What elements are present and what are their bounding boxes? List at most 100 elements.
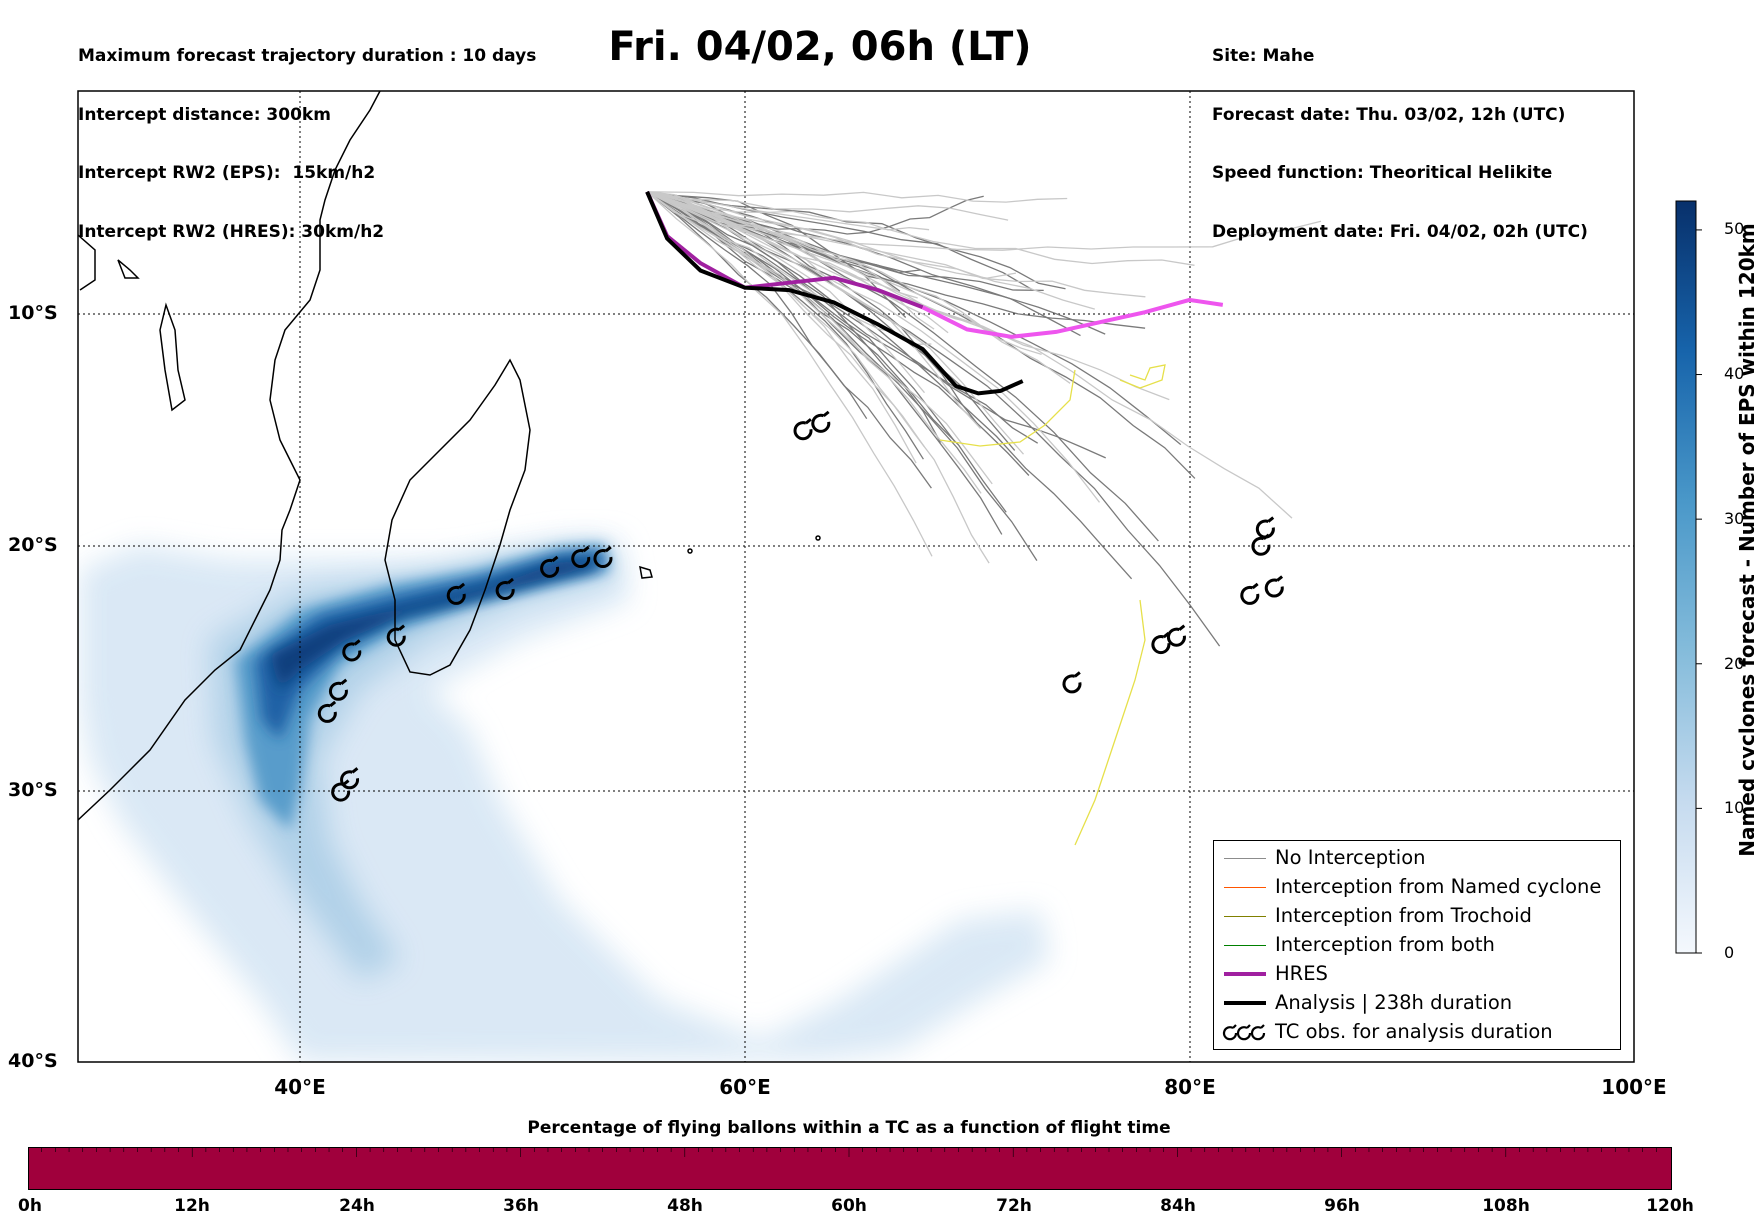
- tc-obs-symbol: [317, 700, 337, 723]
- hres-trajectory-tail: [921, 297, 1224, 339]
- ensemble-trajectory: [646, 191, 932, 489]
- tc-observations: [317, 410, 1284, 802]
- flight-bar-tick: 60h: [831, 1196, 867, 1216]
- lon-label: 40°E: [274, 1075, 326, 1099]
- legend-swatch: [1224, 1001, 1266, 1005]
- colorbar-tick: 40: [1724, 364, 1745, 383]
- legend-label: No Interception: [1275, 846, 1426, 869]
- colorbar-tick: 10: [1724, 798, 1745, 817]
- lon-label: 80°E: [1164, 1075, 1216, 1099]
- tc-obs-symbol: [1166, 624, 1186, 647]
- ensemble-trajectory: [646, 191, 981, 429]
- ensemble-trajectory: [646, 191, 1195, 266]
- tc-obs-symbol: [1151, 631, 1171, 655]
- header-line: Speed function: Theoritical Helikite: [1212, 163, 1553, 183]
- tc-obs-symbol: [331, 779, 351, 802]
- flight-bar-tick: 96h: [1324, 1196, 1360, 1216]
- lat-label: 40°S: [8, 1050, 58, 1072]
- tc-obs-symbol: [1251, 533, 1271, 556]
- ensemble-trajectory: [646, 191, 1009, 221]
- tc-obs-symbol: [571, 545, 591, 569]
- legend-item: HRES: [1214, 962, 1614, 990]
- ensemble-trajectory: [646, 191, 986, 330]
- header-line: Intercept distance: 300km: [78, 104, 331, 125]
- ensemble-trajectory: [646, 191, 1024, 455]
- legend-label: Analysis | 238h duration: [1275, 991, 1513, 1014]
- header-line: Site: Mahe: [1212, 46, 1315, 66]
- ensemble-trajectory: [646, 191, 993, 485]
- header-line: Forecast date: Thu. 03/02, 12h (UTC): [1212, 104, 1566, 125]
- flight-bar-tick: 108h: [1482, 1196, 1530, 1216]
- eps-density-field: [80, 540, 1050, 1062]
- tc-obs-symbol: [793, 418, 813, 441]
- ensemble-trajectory: [646, 191, 930, 231]
- legend-item: TC obs. for analysis duration: [1214, 1020, 1614, 1048]
- header-left-info: Maximum forecast trajectory duration : 1…: [78, 8, 536, 262]
- flight-bar-tick: 84h: [1160, 1196, 1196, 1216]
- header-right-info: Site: Mahe Forecast date: Thu. 03/02, 12…: [1212, 8, 1588, 262]
- legend-item: Interception from Named cyclone: [1214, 875, 1614, 903]
- legend-item: Analysis | 238h duration: [1214, 991, 1614, 1019]
- ensemble-trajectory: [646, 191, 925, 448]
- ensemble-trajectory: [646, 191, 1038, 561]
- ensemble-trajectory: [646, 191, 1066, 290]
- lat-label: 30°S: [8, 779, 58, 801]
- eps-trajectories: [646, 191, 1322, 647]
- tc-obs-symbol: [540, 555, 560, 578]
- colorbar-tick: 50: [1724, 219, 1745, 238]
- tc-obs-symbol: [593, 545, 613, 569]
- ensemble-trajectory: [646, 191, 1322, 251]
- colorbar-tick: 20: [1724, 654, 1745, 673]
- tc-obs-symbol: [1240, 582, 1260, 605]
- ensemble-trajectory: [647, 191, 1068, 203]
- flight-bar-tick: 48h: [667, 1196, 703, 1216]
- cyclone-symbol-icon: [1222, 1024, 1266, 1041]
- tc-obs-symbol: [1062, 671, 1082, 694]
- colorbar-tick: 0: [1724, 943, 1735, 962]
- ensemble-trajectory: [646, 191, 1003, 535]
- ensemble-trajectory: [646, 191, 933, 557]
- map-frame: [77, 90, 1635, 1063]
- yellow-trajectory: [939, 364, 1166, 846]
- legend-swatch: [1224, 972, 1266, 976]
- ensemble-trajectory: [646, 191, 1095, 310]
- legend-label: HRES: [1275, 962, 1328, 985]
- flight-bar-tick: 12h: [174, 1196, 210, 1216]
- analysis-trajectory: [645, 191, 1024, 396]
- ensemble-trajectory: [646, 191, 1196, 479]
- flight-bar-tick: 0h: [18, 1196, 42, 1216]
- legend: No Interception Interception from Named …: [1213, 840, 1621, 1050]
- tc-obs-symbol: [1255, 516, 1275, 539]
- tc-obs-symbol: [446, 582, 466, 605]
- flight-bar-tick: 24h: [339, 1196, 375, 1216]
- tc-obs-symbol: [1264, 575, 1284, 598]
- tc-obs-symbol: [811, 410, 831, 433]
- legend-label: Interception from both: [1275, 933, 1495, 956]
- legend-swatch: [1224, 887, 1266, 888]
- ensemble-trajectory: [646, 191, 1293, 519]
- lon-label: 100°E: [1601, 1075, 1667, 1099]
- legend-label: Interception from Named cyclone: [1275, 875, 1602, 898]
- legend-item: Interception from both: [1214, 933, 1614, 961]
- flight-bar-tick: 72h: [996, 1196, 1032, 1216]
- legend-item: No Interception: [1214, 846, 1614, 874]
- coastlines: [78, 91, 821, 821]
- header-line: Intercept RW2 (EPS): 15km/h2: [78, 163, 376, 183]
- lat-label: 20°S: [8, 534, 58, 556]
- hres-trajectory: [645, 190, 924, 310]
- lat-label: 10°S: [8, 302, 58, 324]
- colorbar-title: Named cyclones forecast - Number of EPS …: [1735, 223, 1754, 857]
- legend-item: Interception from Trochoid: [1214, 904, 1614, 932]
- legend-swatch: [1224, 858, 1266, 859]
- header-line: Deployment date: Fri. 04/02, 02h (UTC): [1212, 221, 1588, 242]
- colorbar-tick: 30: [1724, 509, 1745, 528]
- tc-obs-symbol: [386, 624, 406, 647]
- legend-label: TC obs. for analysis duration: [1275, 1020, 1553, 1043]
- legend-swatch: [1224, 945, 1266, 946]
- flight-time-bar: [28, 1147, 1672, 1190]
- map-title: Fri. 04/02, 06h (LT): [608, 24, 1032, 70]
- flight-bar-title: Percentage of flying ballons within a TC…: [527, 1118, 1171, 1138]
- header-line: Intercept RW2 (HRES): 30km/h2: [78, 221, 385, 242]
- legend-swatch: [1224, 916, 1266, 917]
- flight-bar-tick: 120h: [1646, 1196, 1694, 1216]
